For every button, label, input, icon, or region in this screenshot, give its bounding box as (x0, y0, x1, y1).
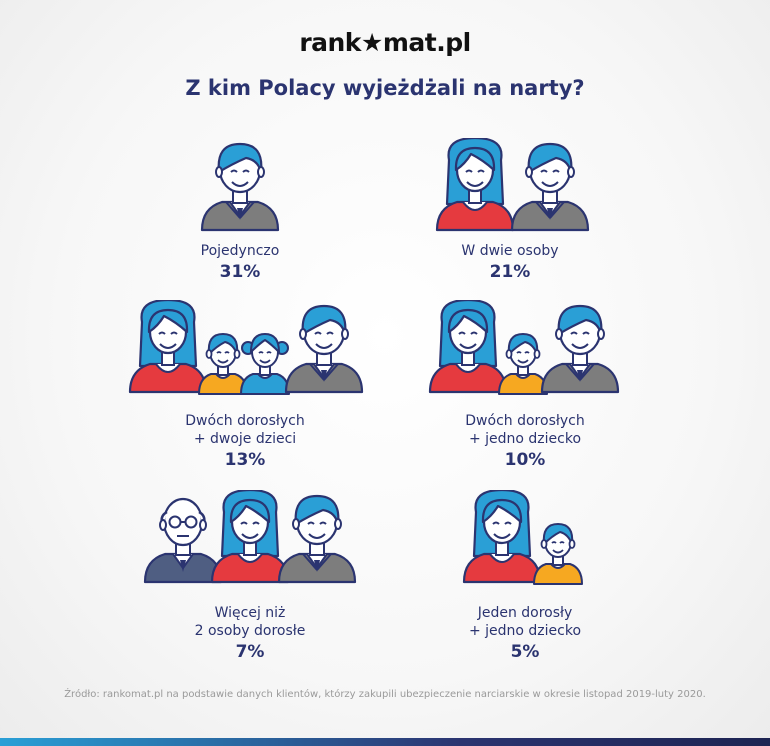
couple-icons (435, 138, 590, 232)
group-label-line1: Więcej niż (214, 605, 286, 621)
adults-three-icons (143, 490, 357, 584)
group-percent: 5% (510, 642, 540, 662)
group-label-line2: 2 osoby dorosłe (194, 623, 306, 639)
group-percent: 10% (504, 450, 546, 470)
group-label-line2: + dwoje dzieci (193, 431, 297, 447)
group-percent: 7% (235, 642, 265, 662)
man-icon (200, 142, 280, 232)
group-label-line2: + jedno dziecko (468, 623, 582, 639)
group-label: Pojedynczo (200, 243, 280, 259)
group-more-than-two-adults: Więcej niż 2 osoby dorosłe 7% (135, 490, 365, 662)
group-two-adults-two-kids: Dwóch dorosłych + dwoje dzieci 13% (120, 300, 370, 470)
group-one-adult-one-kid: Jeden dorosły + jedno dziecko 5% (430, 490, 620, 662)
brand-logo: rank★mat.pl (299, 28, 471, 57)
group-label: W dwie osoby (461, 243, 559, 259)
family-four-icons (128, 300, 364, 395)
group-label-line1: Jeden dorosły (477, 605, 573, 621)
group-two-adults-one-kid: Dwóch dorosłych + jedno dziecko 10% (420, 300, 630, 470)
parent-child-icons (462, 490, 583, 585)
group-two-people: W dwie osoby 21% (410, 138, 610, 282)
group-label-line2: + jedno dziecko (468, 431, 582, 447)
bottom-accent-bar (0, 738, 770, 746)
group-percent: 13% (224, 450, 266, 470)
source-footnote: Źródło: rankomat.pl na podstawie danych … (64, 689, 706, 700)
page-title: Z kim Polacy wyjeżdżali na narty? (185, 76, 585, 100)
group-percent: 21% (489, 262, 531, 282)
group-single: Pojedynczo 31% (140, 138, 340, 282)
family-three-icons (428, 300, 620, 395)
group-label-line1: Dwóch dorosłych (465, 413, 585, 429)
group-percent: 31% (219, 262, 261, 282)
group-label-line1: Dwóch dorosłych (185, 413, 305, 429)
